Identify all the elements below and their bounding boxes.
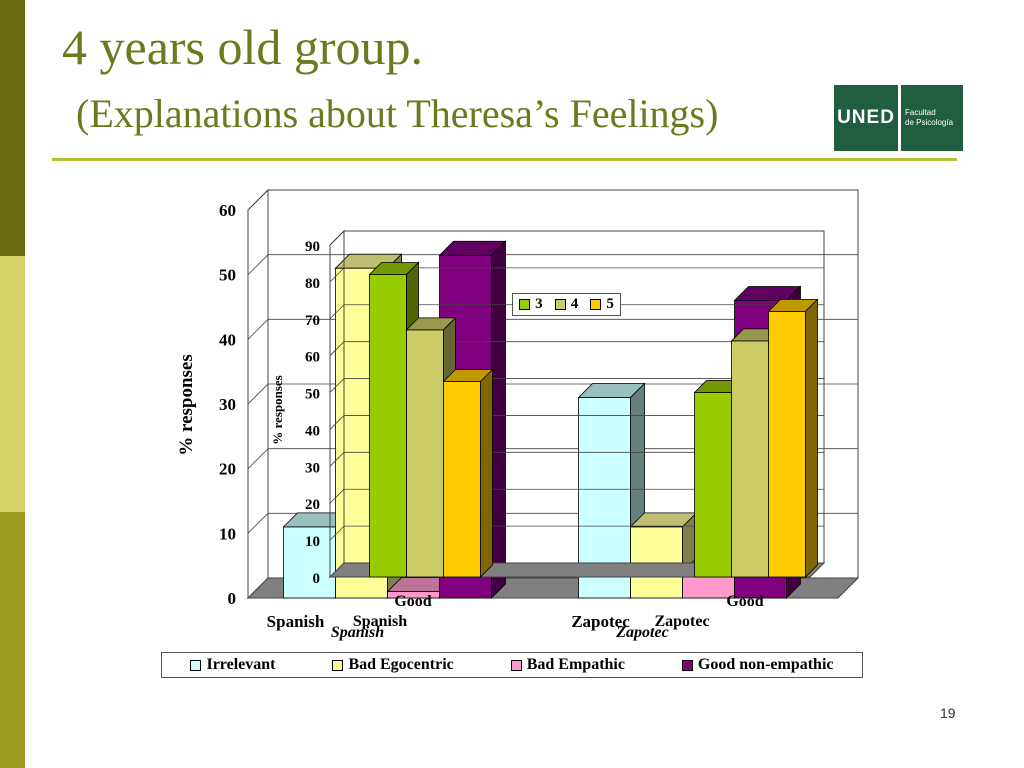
inner-gridline: [329, 415, 824, 430]
outer-x-tick-label-italic: Spanish: [331, 624, 384, 641]
inner-x-tick-label-second-line: Spanish: [353, 613, 407, 630]
outer-x-tick-label-italic: Zapotec: [615, 624, 668, 641]
inner-y-tick-label: 70: [305, 313, 320, 329]
legend-main: Irrelevant Bad Egocentric Bad Empathic Good…: [161, 652, 863, 678]
inner-gridline: [329, 304, 824, 320]
outer-y-tick-label: 10: [219, 524, 236, 543]
inner-y-tick-label: 60: [305, 350, 320, 366]
outer-y-tick-label: 30: [219, 395, 236, 414]
inner-y-axis-label: % responses: [270, 375, 285, 444]
legend-main-swatch: [190, 659, 202, 671]
outer-gridline: [247, 318, 858, 340]
outer-bar-0-0-front: [283, 526, 336, 599]
inner-gridline: [329, 341, 824, 356]
legend-main-item: Good non-empathic: [681, 656, 834, 674]
title-divider: [52, 158, 957, 161]
inner-y-tick-label: 20: [305, 497, 320, 513]
inner-gridline: [329, 230, 824, 246]
outer-y-tick-label: 20: [219, 460, 236, 479]
slide-title: 4 years old group.: [62, 19, 424, 75]
outer-y-axis-label: % responses: [176, 354, 197, 456]
inner-bar-0-1-front: [406, 329, 444, 578]
legend-inner-label: 5: [606, 296, 614, 312]
legend-main-label: Irrelevant: [206, 656, 276, 673]
outer-bar-1-1-front: [630, 526, 683, 599]
outer-y-tick-label: 50: [219, 266, 236, 285]
legend-main-item: Irrelevant: [190, 656, 275, 674]
legend-main-label: Bad Egocentric: [348, 656, 454, 673]
inner-gridline: [329, 488, 824, 504]
outer-y-tick-label: 60: [219, 201, 236, 220]
inner-bar-1-1-front: [731, 340, 769, 578]
sidebar-stripe-top: [0, 0, 25, 256]
inner-bar-1-2-front: [768, 310, 806, 578]
inner-gridline: [329, 451, 824, 467]
legend-inner-swatch: [554, 299, 566, 310]
legend-main-item: Bad Empathic: [510, 656, 625, 674]
outer-gridline: [247, 189, 858, 211]
inner-x-tick-label-second-line: Zapotec: [654, 613, 709, 630]
legend-inner-item: 3: [519, 296, 543, 313]
logo-faculty-line2: de Psicología: [905, 118, 954, 127]
inner-bar-1-2-side: [805, 298, 818, 578]
logo-mark: UNED: [834, 85, 898, 151]
inner-y-tick-label: 80: [305, 276, 320, 292]
slide-subtitle: (Explanations about Theresa’s Feelings): [76, 91, 719, 136]
outer-bar-0-3-side: [491, 240, 506, 599]
logo-faculty-line1: Facultad: [905, 108, 936, 117]
inner-y-tick-label: 10: [305, 534, 320, 550]
inner-bar-0-2: [442, 368, 494, 578]
legend-inner-item: 5: [590, 296, 614, 313]
legend-main-item: Bad Egocentric: [332, 656, 454, 674]
inner-bar-1-0-front: [694, 392, 732, 578]
legend-main-swatch: [332, 659, 344, 671]
outer-y-tick-label: 40: [219, 330, 236, 349]
inner-bar-0-0-front: [369, 274, 407, 578]
legend-inner-label: 4: [570, 296, 579, 312]
page-number: 19: [940, 705, 956, 721]
sidebar-stripe-bottom: [0, 512, 25, 768]
inner-y-tick-label: 40: [305, 423, 320, 439]
inner-bar-0-2-front: [443, 381, 481, 578]
outer-gridline: [247, 383, 858, 405]
inner-gridline: [329, 378, 824, 393]
inner-bar-0-2-side: [480, 368, 493, 578]
outer-y-tick-label: 0: [228, 589, 237, 608]
legend-main-label: Bad Empathic: [526, 656, 625, 673]
inner-y-tick-label: 90: [305, 239, 320, 255]
legend-inner: 3 4 5: [512, 293, 621, 316]
legend-inner-label: 3: [535, 296, 543, 312]
legend-inner-swatch: [590, 299, 602, 310]
inner-x-tick-label: Good: [726, 593, 763, 610]
legend-main-swatch: [681, 659, 693, 671]
inner-x-tick-label: Good: [394, 593, 431, 610]
inner-gridline: [329, 267, 824, 283]
logo-faculty-text: Facultad de Psicología: [901, 85, 963, 151]
inner-y-tick-label: 0: [313, 571, 321, 587]
legend-inner-swatch: [519, 299, 531, 310]
inner-y-tick-label: 50: [305, 387, 320, 403]
inner-y-tick-label: 30: [305, 460, 320, 476]
outer-x-tick-label: Spanish: [267, 612, 325, 631]
sidebar-stripe-middle: [0, 256, 25, 512]
uned-logo: UNED Facultad de Psicología: [834, 85, 963, 151]
inner-gridline: [329, 525, 824, 541]
legend-main-swatch: [510, 659, 522, 671]
legend-main-label: Good non-empathic: [697, 656, 834, 673]
outer-gridline: [247, 254, 858, 275]
legend-inner-item: 4: [554, 296, 579, 313]
outer-x-tick-label: Zapotec: [571, 612, 630, 631]
inner-bar-1-2: [767, 298, 819, 578]
outer-gridline: [247, 448, 858, 469]
